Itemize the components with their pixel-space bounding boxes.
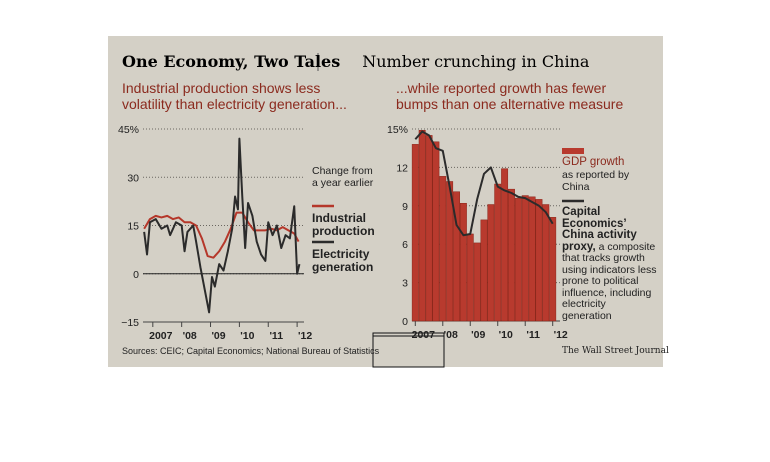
bar — [473, 242, 481, 322]
credit: The Wall Street Journal — [562, 346, 669, 356]
x-tick-label: '10 — [240, 330, 254, 342]
x-tick-label: '10 — [499, 329, 513, 341]
y-tick-label: 30 — [127, 172, 139, 184]
legend-label: GDP growth — [562, 156, 625, 168]
legend-block: Capital Economics’ China activity proxy,… — [562, 206, 657, 322]
legend-label: Electricity generation — [312, 247, 374, 274]
frame — [372, 332, 445, 368]
bar — [466, 233, 474, 322]
y-tick-label: 0 — [402, 316, 408, 328]
title-block: One Economy, Two Tales Number crunching i… — [122, 52, 589, 71]
y-tick-label: 0 — [133, 269, 139, 281]
x-tick-label: '09 — [471, 329, 485, 341]
bar — [480, 219, 488, 322]
x-tick-label: 2007 — [149, 330, 173, 342]
y-tick-label: 15% — [387, 124, 408, 136]
y-tick-label: 6 — [402, 239, 408, 251]
legend-note: as reported by China — [562, 169, 630, 193]
legend-label: Industrial production — [312, 211, 375, 238]
bar — [508, 188, 515, 322]
x-tick-label: '11 — [526, 329, 540, 341]
source: Sources: CEIC; Capital Economics; Nation… — [122, 346, 380, 356]
y-tick-label: 15 — [127, 221, 139, 233]
subtitle: Number crunching in China — [362, 52, 590, 71]
legend-label: Capital Economics’ China activity proxy, — [562, 206, 637, 253]
x-tick-label: '12 — [554, 329, 568, 341]
bar — [453, 191, 460, 322]
series-line — [414, 130, 554, 237]
title: One Economy, Two Tales — [122, 52, 341, 71]
series-line — [143, 137, 301, 314]
bar — [521, 195, 529, 322]
y-tick-label: 3 — [402, 278, 408, 290]
legend-note: a composite that tracks growth using ind… — [562, 240, 657, 322]
bar — [535, 199, 543, 322]
bar — [528, 196, 536, 322]
y-tick-label: 12 — [396, 162, 408, 174]
bar — [501, 168, 509, 322]
legend-swatch — [562, 148, 584, 154]
bar — [487, 204, 495, 322]
bar — [514, 197, 522, 322]
y-tick-label: 9 — [402, 201, 408, 213]
y-tick-label: 45% — [118, 124, 139, 136]
x-tick-label: 2007 — [412, 329, 436, 341]
bar — [549, 217, 557, 322]
bar — [418, 130, 426, 322]
x-tick-label: '12 — [298, 330, 312, 342]
bar — [425, 135, 433, 322]
x-tick-label: '08 — [444, 329, 458, 341]
bar — [439, 176, 447, 322]
y-tick-label: −15 — [121, 317, 139, 329]
annotation: Change from a year earlier — [312, 165, 374, 189]
left-subtitle: Industrial production shows less volatil… — [122, 80, 347, 112]
x-tick-label: '09 — [211, 330, 225, 342]
right-subtitle: ...while reported growth has fewer bumps… — [396, 80, 624, 112]
bar — [459, 202, 467, 322]
x-tick-label: '11 — [269, 330, 283, 342]
bar — [542, 204, 550, 322]
x-tick-label: '08 — [183, 330, 197, 342]
bar — [494, 183, 502, 322]
bar — [411, 144, 419, 322]
bar — [432, 141, 440, 322]
